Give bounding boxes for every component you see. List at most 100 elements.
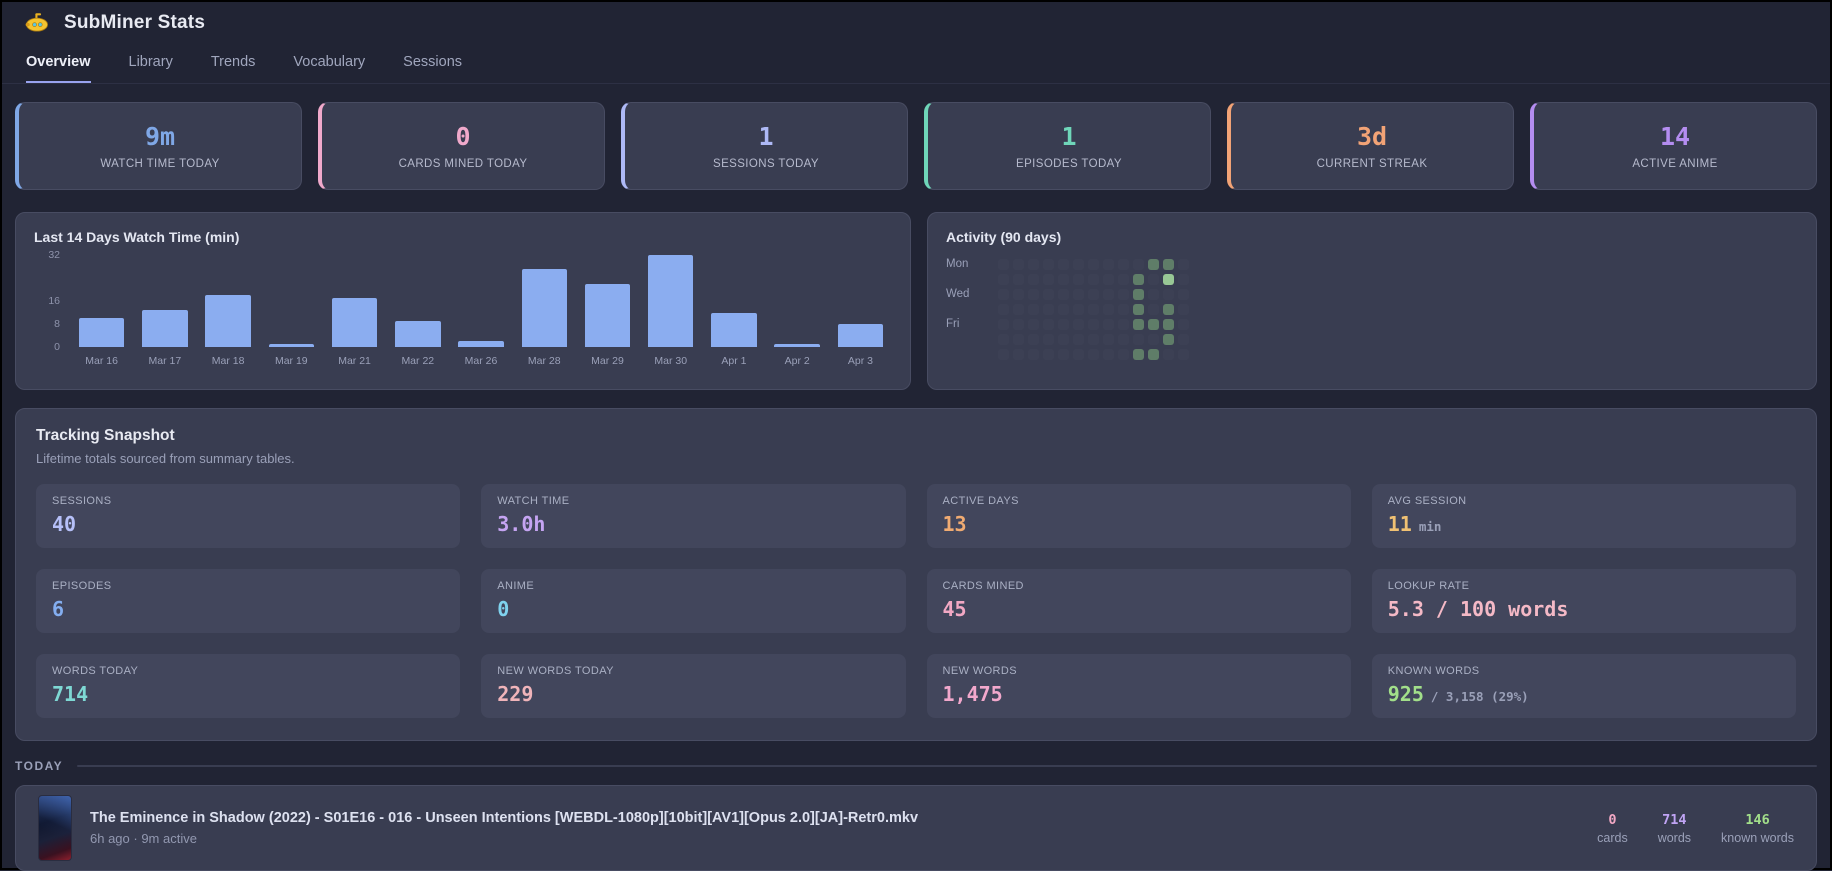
- bar-apr-2[interactable]: [774, 344, 820, 347]
- heatmap-cell[interactable]: [998, 349, 1009, 360]
- bar-mar-19[interactable]: [268, 344, 315, 347]
- heatmap-cell[interactable]: [998, 334, 1009, 345]
- heatmap-cell[interactable]: [1088, 259, 1099, 270]
- heatmap-cell[interactable]: [1013, 274, 1024, 285]
- heatmap-cell[interactable]: [1058, 319, 1069, 330]
- heatmap-cell[interactable]: [1073, 349, 1084, 360]
- heatmap-cell[interactable]: [1028, 304, 1039, 315]
- heatmap-cell[interactable]: [1178, 319, 1189, 330]
- bar-mar-29[interactable]: [584, 283, 631, 347]
- heatmap-cell[interactable]: [1118, 304, 1129, 315]
- heatmap-cell[interactable]: [1028, 259, 1039, 270]
- heatmap-cell[interactable]: [1148, 289, 1159, 300]
- heatmap-cell[interactable]: [1088, 319, 1099, 330]
- heatmap-cell[interactable]: [1148, 259, 1159, 270]
- heatmap-cell[interactable]: [1148, 274, 1159, 285]
- bar-mar-18[interactable]: [205, 295, 251, 347]
- heatmap-cell[interactable]: [998, 289, 1009, 300]
- tab-overview[interactable]: Overview: [26, 54, 91, 83]
- heatmap-cell[interactable]: [998, 274, 1009, 285]
- heatmap-cell[interactable]: [998, 319, 1009, 330]
- heatmap-cell[interactable]: [1103, 304, 1114, 315]
- heatmap-cell[interactable]: [1163, 349, 1174, 360]
- heatmap-cell[interactable]: [1043, 319, 1054, 330]
- heatmap-cell[interactable]: [1088, 289, 1099, 300]
- heatmap-cell[interactable]: [1103, 349, 1114, 360]
- heatmap-cell[interactable]: [1133, 259, 1144, 270]
- heatmap-cell[interactable]: [1133, 304, 1144, 315]
- heatmap-cell[interactable]: [1118, 334, 1129, 345]
- heatmap-cell[interactable]: [1013, 259, 1024, 270]
- tab-vocabulary[interactable]: Vocabulary: [293, 54, 366, 70]
- heatmap-cell[interactable]: [1148, 349, 1159, 360]
- heatmap-cell[interactable]: [1133, 334, 1144, 345]
- bar-mar-16[interactable]: [78, 318, 125, 347]
- tab-sessions[interactable]: Sessions: [403, 54, 463, 70]
- heatmap-cell[interactable]: [1088, 334, 1099, 345]
- heatmap-cell[interactable]: [1058, 334, 1069, 345]
- heatmap-cell[interactable]: [1133, 349, 1144, 360]
- heatmap-cell[interactable]: [1103, 334, 1114, 345]
- heatmap-cell[interactable]: [1118, 259, 1129, 270]
- heatmap-cell[interactable]: [1073, 274, 1084, 285]
- heatmap-cell[interactable]: [1073, 334, 1084, 345]
- heatmap-cell[interactable]: [1118, 319, 1129, 330]
- heatmap-cell[interactable]: [1163, 304, 1174, 315]
- heatmap-cell[interactable]: [1013, 304, 1024, 315]
- heatmap-cell[interactable]: [1043, 274, 1054, 285]
- heatmap-cell[interactable]: [1103, 259, 1114, 270]
- heatmap-cell[interactable]: [1163, 259, 1174, 270]
- heatmap-cell[interactable]: [1088, 304, 1099, 315]
- heatmap-cell[interactable]: [1118, 349, 1129, 360]
- heatmap-cell[interactable]: [1028, 274, 1039, 285]
- heatmap-cell[interactable]: [1163, 274, 1174, 285]
- bar-apr-3[interactable]: [837, 324, 884, 347]
- episode-row[interactable]: The Eminence in Shadow (2022) - S01E16 -…: [15, 785, 1817, 871]
- bar-mar-17[interactable]: [142, 309, 188, 347]
- heatmap-cell[interactable]: [1073, 319, 1084, 330]
- heatmap-cell[interactable]: [1058, 259, 1069, 270]
- heatmap-cell[interactable]: [1148, 334, 1159, 345]
- heatmap-cell[interactable]: [1133, 274, 1144, 285]
- heatmap-cell[interactable]: [1028, 349, 1039, 360]
- heatmap-cell[interactable]: [1028, 289, 1039, 300]
- heatmap-cell[interactable]: [1163, 334, 1174, 345]
- tab-library[interactable]: Library: [128, 54, 173, 70]
- heatmap-cell[interactable]: [1013, 319, 1024, 330]
- heatmap-cell[interactable]: [1103, 319, 1114, 330]
- heatmap-cell[interactable]: [1178, 304, 1189, 315]
- heatmap-cell[interactable]: [1058, 349, 1069, 360]
- heatmap-cell[interactable]: [1028, 334, 1039, 345]
- bar-mar-26[interactable]: [458, 341, 504, 347]
- bar-mar-21[interactable]: [331, 298, 378, 347]
- heatmap-cell[interactable]: [1073, 259, 1084, 270]
- heatmap-cell[interactable]: [1163, 289, 1174, 300]
- heatmap-cell[interactable]: [1043, 259, 1054, 270]
- heatmap-cell[interactable]: [1088, 349, 1099, 360]
- heatmap-cell[interactable]: [1088, 274, 1099, 285]
- heatmap-cell[interactable]: [1178, 334, 1189, 345]
- heatmap-cell[interactable]: [1058, 304, 1069, 315]
- heatmap-cell[interactable]: [1118, 289, 1129, 300]
- heatmap-cell[interactable]: [998, 304, 1009, 315]
- heatmap-cell[interactable]: [1103, 274, 1114, 285]
- heatmap-cell[interactable]: [1043, 334, 1054, 345]
- heatmap-cell[interactable]: [1013, 334, 1024, 345]
- heatmap-cell[interactable]: [1163, 319, 1174, 330]
- heatmap-cell[interactable]: [1058, 274, 1069, 285]
- heatmap-cell[interactable]: [1043, 289, 1054, 300]
- heatmap-cell[interactable]: [1013, 289, 1024, 300]
- bar-mar-28[interactable]: [521, 269, 568, 347]
- heatmap-cell[interactable]: [1028, 319, 1039, 330]
- heatmap-cell[interactable]: [1073, 289, 1084, 300]
- bar-apr-1[interactable]: [711, 312, 757, 347]
- heatmap-cell[interactable]: [1148, 304, 1159, 315]
- heatmap-cell[interactable]: [1043, 349, 1054, 360]
- tab-trends[interactable]: Trends: [210, 54, 256, 70]
- heatmap-cell[interactable]: [1133, 319, 1144, 330]
- heatmap-cell[interactable]: [1013, 349, 1024, 360]
- heatmap-cell[interactable]: [1043, 304, 1054, 315]
- heatmap-cell[interactable]: [1178, 289, 1189, 300]
- heatmap-cell[interactable]: [1133, 289, 1144, 300]
- heatmap-cell[interactable]: [1118, 274, 1129, 285]
